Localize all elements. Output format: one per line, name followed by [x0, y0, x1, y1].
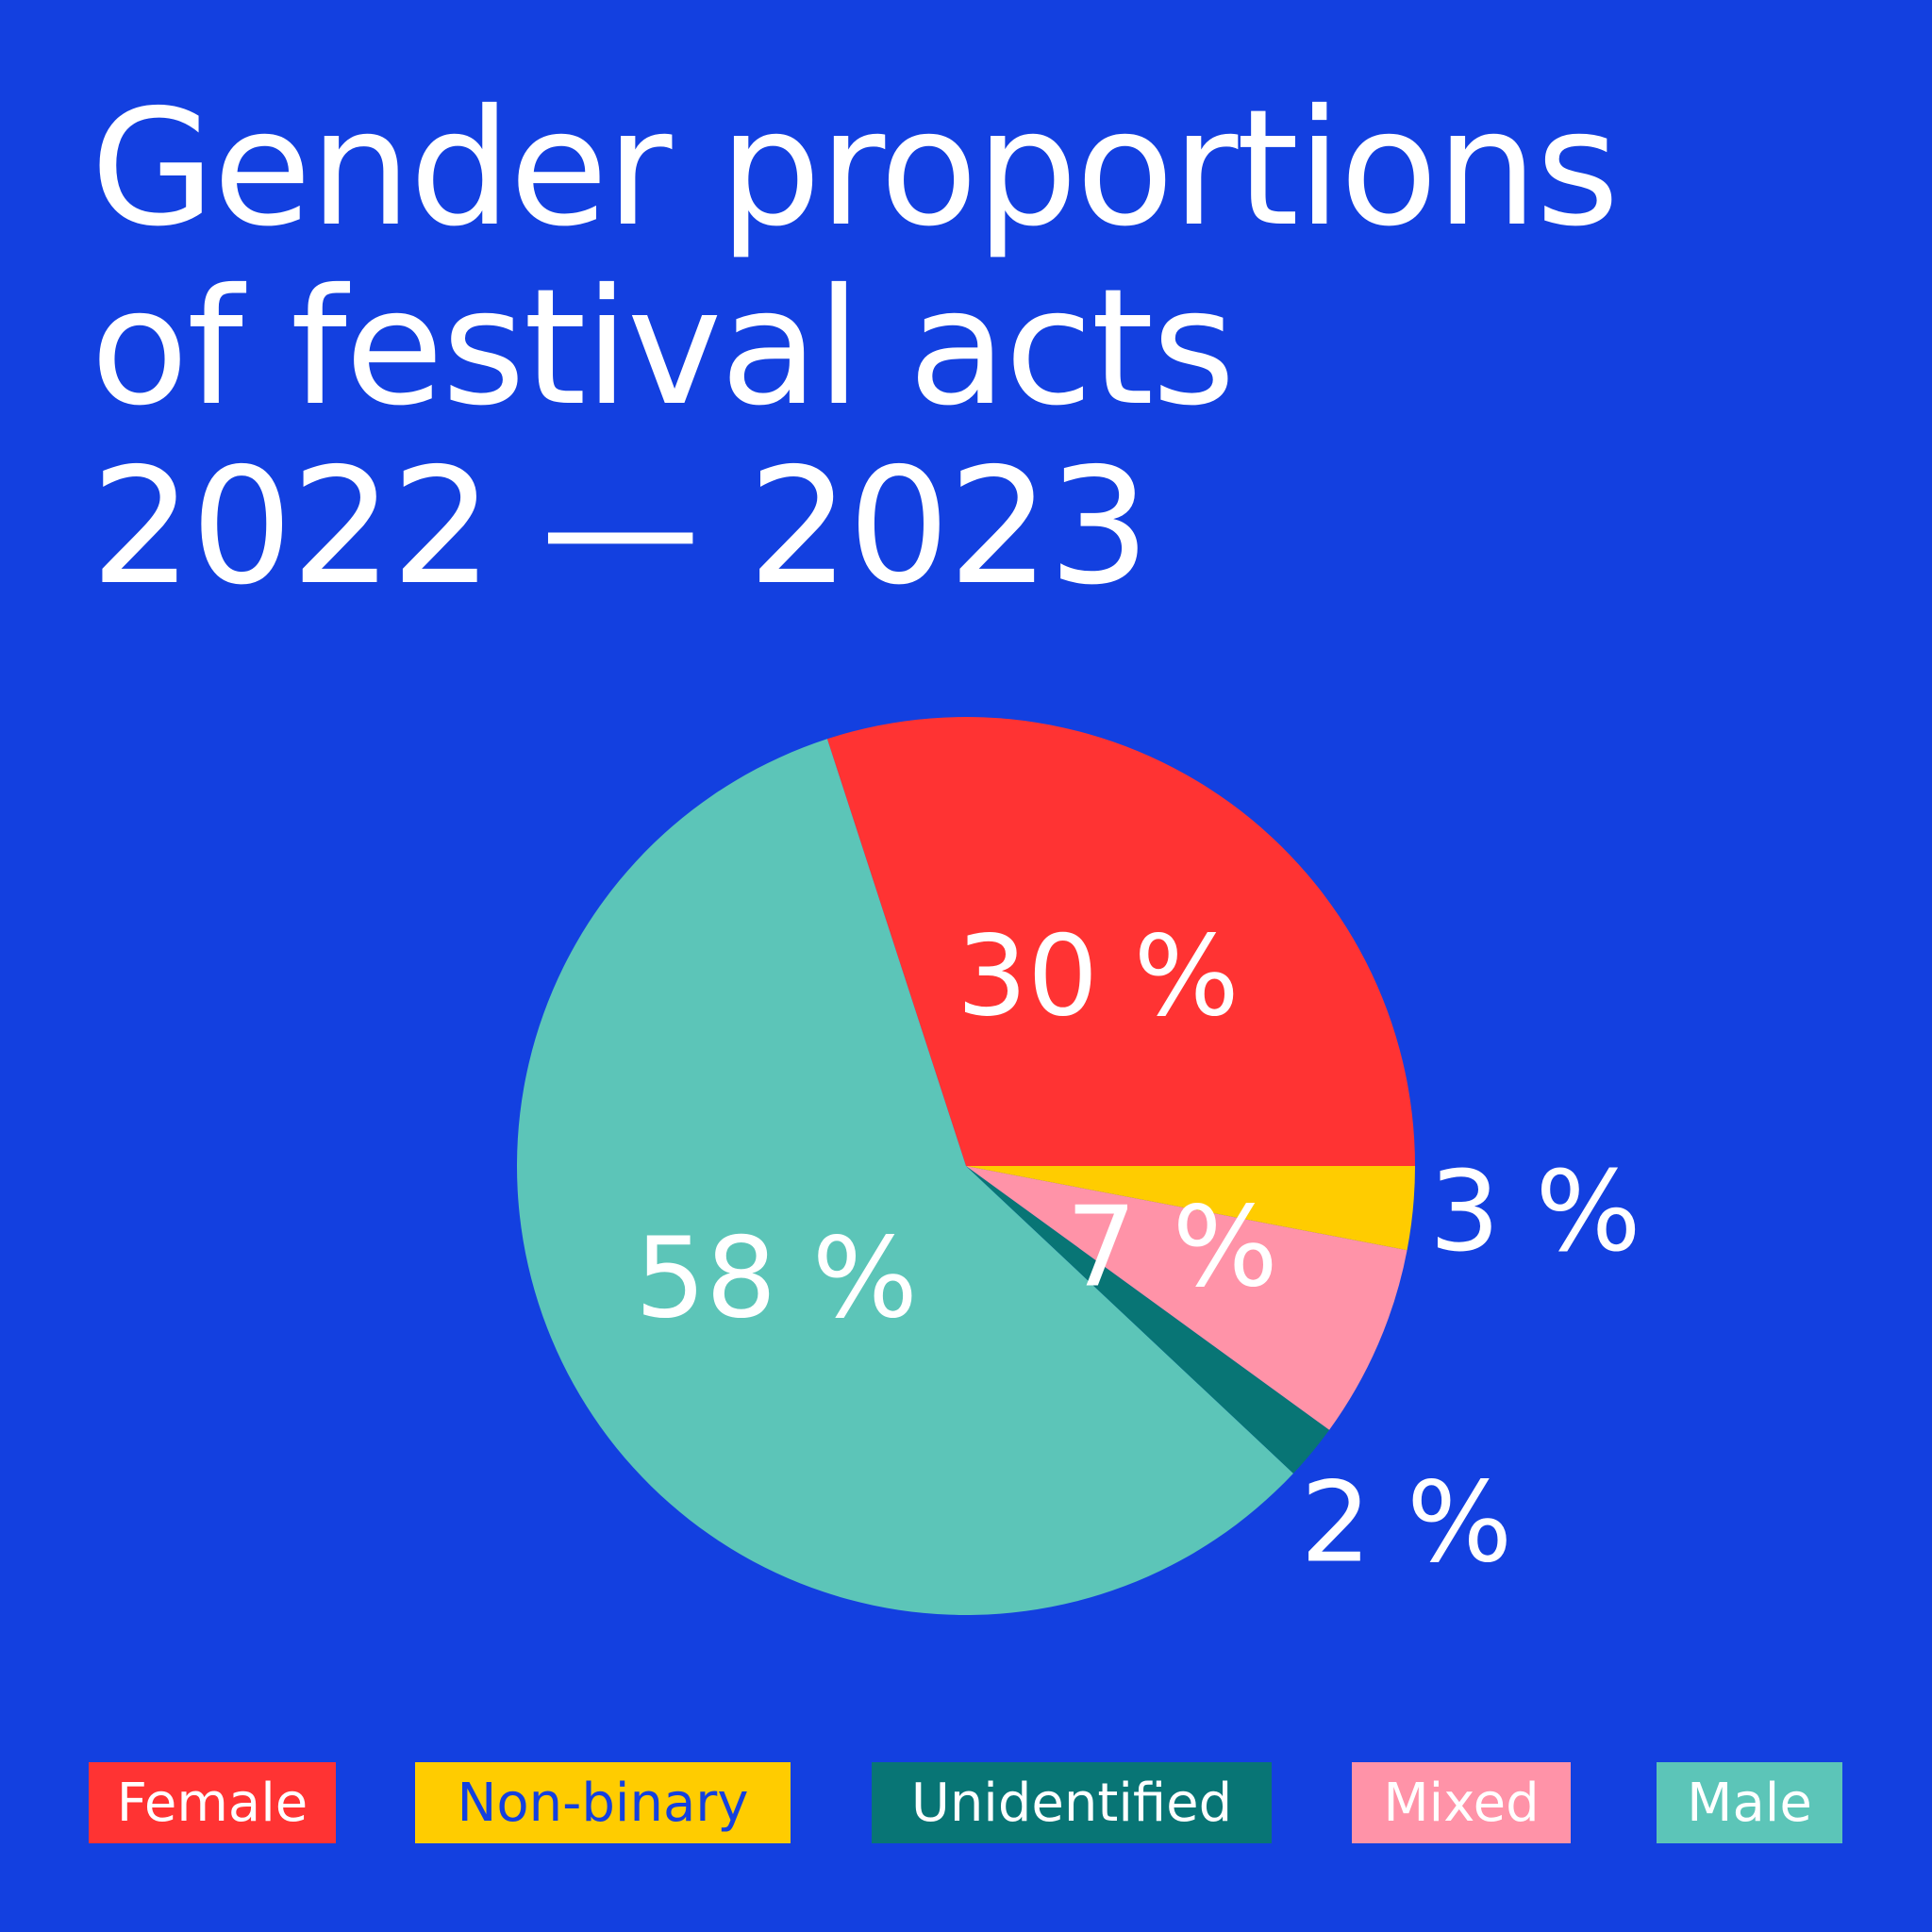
- pie-slice-non-binary: [966, 1166, 1415, 1251]
- pie-label-male: 58 %: [635, 1213, 918, 1343]
- title-line-2: of festival acts: [91, 255, 1236, 441]
- legend-label: Female: [116, 1772, 308, 1834]
- pie-slice-mixed: [966, 1166, 1407, 1430]
- pie-label-unidentified: 2 %: [1301, 1457, 1513, 1588]
- pie-slices: [516, 717, 1415, 1616]
- legend-label: Unidentified: [910, 1772, 1233, 1834]
- pie-label-female: 30 %: [957, 911, 1240, 1041]
- legend-label: Non-binary: [457, 1772, 749, 1834]
- legend-item-male: Male: [1657, 1762, 1842, 1843]
- legend-label: Male: [1687, 1772, 1812, 1834]
- title-line-1: Gender proportions: [91, 75, 1620, 262]
- pie-slice-female: [826, 717, 1415, 1166]
- legend-item-female: Female: [89, 1762, 336, 1843]
- pie-slice-unidentified: [966, 1166, 1330, 1474]
- pie-label-non-binary: 3 %: [1429, 1146, 1641, 1276]
- legend-item-unidentified: Unidentified: [872, 1762, 1272, 1843]
- title-line-3: 2022 — 2023: [91, 434, 1150, 621]
- legend-item-mixed: Mixed: [1352, 1762, 1571, 1843]
- pie-labels: 30 % 58 % 2 % 7 % 3 %: [635, 911, 1641, 1588]
- chart-title: Gender proportions of festival acts 2022…: [91, 79, 1789, 617]
- legend-item-non-binary: Non-binary: [415, 1762, 791, 1843]
- legend-label: Mixed: [1383, 1772, 1540, 1834]
- pie-label-mixed: 7 %: [1066, 1182, 1278, 1312]
- pie-slice-male: [516, 739, 1293, 1616]
